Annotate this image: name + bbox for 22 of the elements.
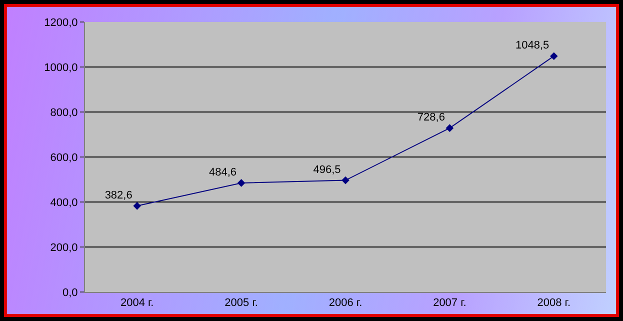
x-tick-label: 2008 г. — [537, 297, 571, 310]
y-tick-label: 200,0 — [50, 242, 78, 254]
y-tick-label: 400,0 — [50, 196, 78, 209]
y-tick-label: 600,0 — [50, 152, 78, 164]
y-tick-label: 800,0 — [50, 106, 78, 119]
data-label: 496,5 — [313, 164, 341, 176]
data-label: 382,6 — [104, 189, 132, 202]
x-tick-label: 2005 г. — [224, 297, 258, 310]
y-tick-label: 1000,0 — [44, 62, 78, 74]
y-tick-label: 0,0 — [62, 286, 78, 299]
point — [133, 202, 141, 210]
point — [342, 176, 350, 184]
data-label: 728,6 — [417, 112, 445, 124]
x-tick-label: 2006 г. — [328, 297, 362, 310]
x-tick-label: 2007 г. — [433, 297, 466, 310]
point — [446, 124, 454, 132]
x-tick-label: 2004 г. — [120, 297, 154, 310]
point — [237, 179, 246, 187]
point — [550, 52, 558, 60]
data-label: 484,6 — [209, 166, 237, 178]
data-label: 1048,5 — [515, 40, 550, 52]
y-tick-label: 1200,0 — [44, 16, 78, 29]
